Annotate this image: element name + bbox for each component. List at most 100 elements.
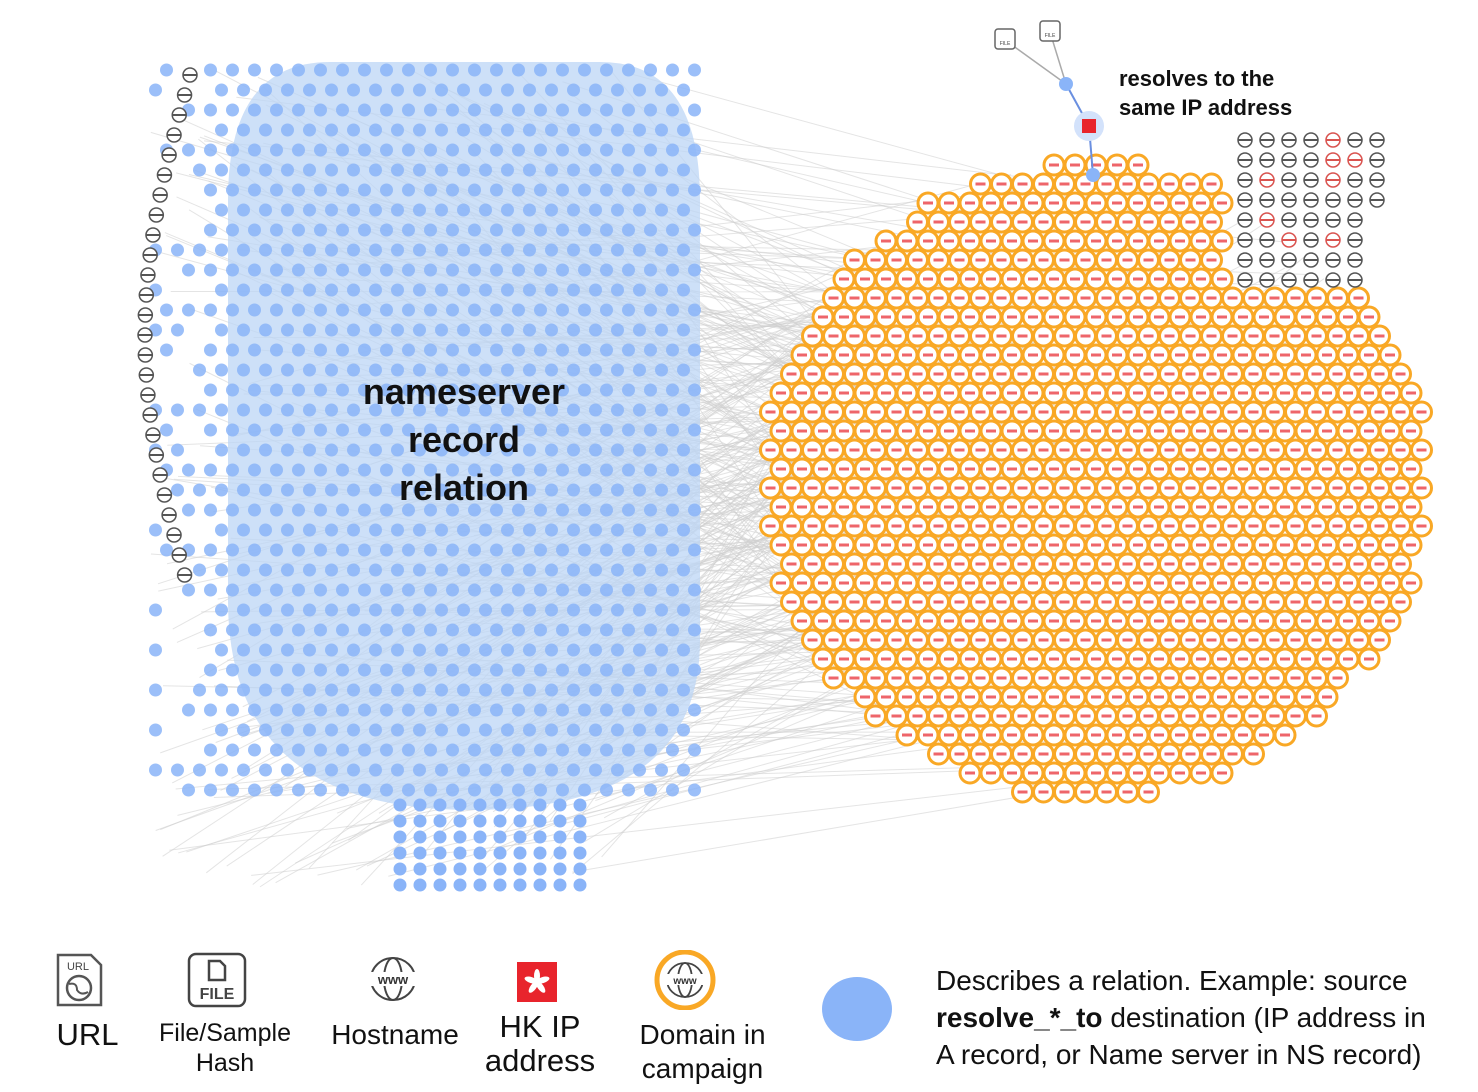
domain-node[interactable] (822, 400, 845, 424)
domain-node[interactable] (1294, 419, 1318, 443)
relation-node[interactable] (424, 663, 437, 677)
relation-node[interactable] (622, 143, 635, 157)
domain-node[interactable] (780, 514, 803, 538)
relation-node[interactable] (259, 243, 272, 257)
relation-node[interactable] (237, 443, 250, 457)
relation-node[interactable] (611, 723, 624, 737)
hostname-node[interactable] (1303, 192, 1319, 208)
relation-node[interactable] (553, 814, 567, 828)
domain-node[interactable] (969, 362, 992, 386)
relation-node[interactable] (567, 323, 580, 337)
relation-node[interactable] (655, 723, 668, 737)
domain-node[interactable] (1168, 229, 1192, 253)
domain-node[interactable] (1378, 381, 1402, 405)
relation-node[interactable] (259, 763, 272, 777)
domain-node[interactable] (1042, 609, 1066, 633)
relation-node[interactable] (237, 643, 250, 657)
domain-node[interactable] (1252, 723, 1276, 747)
relation-node[interactable] (457, 123, 470, 137)
domain-node[interactable] (1116, 704, 1139, 728)
relation-node[interactable] (556, 543, 569, 557)
relation-node[interactable] (677, 763, 690, 777)
relation-node[interactable] (259, 683, 272, 697)
relation-node[interactable] (182, 463, 195, 477)
relation-node[interactable] (281, 363, 294, 377)
domain-node[interactable] (1294, 343, 1318, 367)
domain-node[interactable] (1305, 400, 1328, 424)
relation-node[interactable] (435, 403, 448, 417)
relation-node[interactable] (413, 203, 426, 217)
domain-node[interactable] (790, 495, 814, 519)
domain-node[interactable] (1011, 628, 1034, 652)
domain-node[interactable] (1147, 267, 1171, 291)
domain-node[interactable] (1000, 609, 1024, 633)
relation-node[interactable] (556, 103, 569, 117)
relation-node[interactable] (336, 503, 349, 517)
domain-node[interactable] (853, 647, 877, 671)
domain-node[interactable] (1263, 362, 1286, 386)
relation-node[interactable] (533, 846, 547, 860)
domain-node[interactable] (1084, 495, 1108, 519)
relation-node[interactable] (479, 523, 492, 537)
relation-node[interactable] (655, 603, 668, 617)
relation-node[interactable] (402, 183, 415, 197)
relation-node[interactable] (545, 83, 558, 97)
domain-node[interactable] (790, 343, 814, 367)
domain-node[interactable] (1179, 514, 1202, 538)
domain-node[interactable] (1021, 267, 1045, 291)
domain-node[interactable] (874, 495, 898, 519)
hostname-node[interactable] (1281, 152, 1297, 168)
domain-node[interactable] (1210, 381, 1234, 405)
domain-node[interactable] (1357, 571, 1381, 595)
domain-node[interactable] (1210, 761, 1234, 785)
relation-node[interactable] (589, 563, 602, 577)
relation-node[interactable] (446, 343, 459, 357)
domain-node[interactable] (864, 476, 887, 500)
relation-node[interactable] (402, 663, 415, 677)
relation-node[interactable] (413, 830, 427, 844)
domain-node[interactable] (1326, 438, 1349, 462)
relation-node[interactable] (204, 663, 217, 677)
domain-node[interactable] (1042, 419, 1066, 443)
domain-node[interactable] (1305, 552, 1328, 576)
domain-node[interactable] (811, 457, 835, 481)
relation-node[interactable] (204, 703, 217, 717)
relation-node[interactable] (578, 783, 591, 797)
domain-node[interactable] (1116, 438, 1139, 462)
relation-node[interactable] (402, 623, 415, 637)
relation-node[interactable] (292, 183, 305, 197)
relation-node[interactable] (545, 763, 558, 777)
relation-node[interactable] (578, 223, 591, 237)
relation-node[interactable] (391, 363, 404, 377)
domain-node[interactable] (874, 267, 898, 291)
domain-node[interactable] (990, 362, 1013, 386)
domain-node[interactable] (1126, 153, 1150, 177)
domain-node[interactable] (874, 305, 898, 329)
domain-node[interactable] (1126, 495, 1150, 519)
domain-node[interactable] (1179, 590, 1202, 614)
domain-node[interactable] (1137, 172, 1160, 196)
hostname-node[interactable] (137, 307, 154, 323)
domain-node[interactable] (1284, 552, 1307, 576)
relation-node[interactable] (567, 723, 580, 737)
relation-node[interactable] (424, 583, 437, 597)
domain-node[interactable] (958, 191, 982, 215)
domain-node[interactable] (1011, 552, 1034, 576)
relation-node[interactable] (314, 543, 327, 557)
hostname-node[interactable] (1281, 252, 1297, 268)
domain-node[interactable] (853, 419, 877, 443)
domain-node[interactable] (790, 533, 814, 557)
domain-node[interactable] (874, 571, 898, 595)
relation-node[interactable] (248, 743, 261, 757)
relation-node[interactable] (433, 814, 447, 828)
domain-node[interactable] (1084, 647, 1108, 671)
relation-node[interactable] (556, 343, 569, 357)
relation-node[interactable] (490, 63, 503, 77)
domain-node[interactable] (1137, 286, 1160, 310)
domain-node[interactable] (979, 533, 1003, 557)
domain-node[interactable] (1053, 172, 1076, 196)
relation-node[interactable] (501, 603, 514, 617)
relation-node[interactable] (622, 783, 635, 797)
relation-node[interactable] (567, 163, 580, 177)
domain-node[interactable] (1315, 343, 1339, 367)
